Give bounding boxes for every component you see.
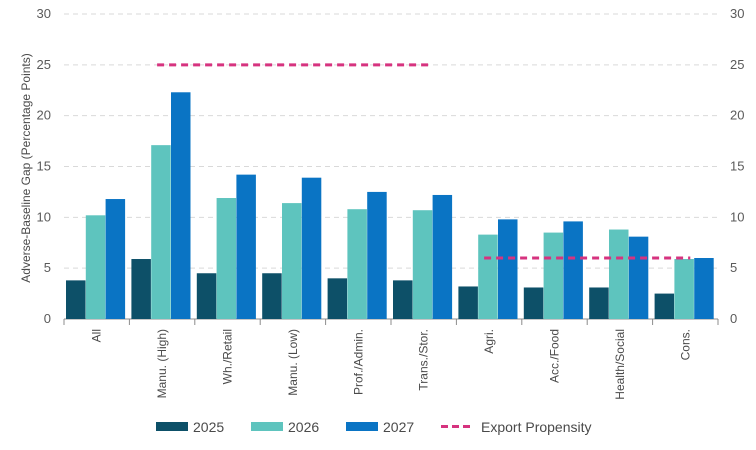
bar-2025-5 (393, 280, 413, 319)
legend: 2025 2026 2027 Export Propensity (156, 419, 592, 435)
legend-label: Export Propensity (481, 419, 592, 435)
bar-2025-1 (131, 259, 151, 319)
y-tick-label-right: 20 (730, 108, 744, 123)
bar-2027-1 (171, 92, 191, 320)
category-label: Agri. (482, 329, 496, 354)
bar-2027-3 (301, 177, 322, 319)
category-labels: All Manu. (High) Wh./Retail Manu. (Low) Prof… (90, 329, 693, 400)
category-label: Health/Social (613, 329, 627, 400)
bar-2025-7 (523, 287, 544, 319)
y-axis-label: Adverse-Baseline Gap (Percentage Points) (19, 53, 33, 282)
y-tick-label-right: 25 (730, 57, 744, 72)
category-label: All (90, 329, 104, 342)
y-tick-label-left: 0 (44, 311, 51, 326)
bar-2025-0 (66, 280, 86, 319)
y-tick-label-left: 20 (37, 108, 51, 123)
bar-2027-9 (694, 258, 714, 319)
bar-2027-2 (236, 174, 256, 319)
y-tick-label-left: 10 (37, 209, 51, 224)
bar-2025-3 (262, 273, 282, 319)
y-tick-label-right: 5 (730, 260, 737, 275)
bar-2026-6 (478, 234, 498, 319)
export-propensity-lines (157, 63, 691, 260)
bar-2026-2 (216, 198, 237, 319)
bar-2026-4 (347, 209, 367, 319)
legend-label: 2026 (288, 419, 319, 435)
y-tick-label-left: 5 (44, 260, 51, 275)
category-label: Cons. (678, 329, 692, 360)
bar-2026-1 (151, 145, 171, 319)
y-tick-label-right: 30 (730, 6, 744, 21)
category-label: Prof./Admin. (351, 329, 365, 395)
bar-2025-8 (589, 287, 609, 319)
bar-2027-8 (628, 236, 649, 319)
bar-2025-2 (196, 273, 217, 319)
category-label: Acc./Food (548, 329, 562, 383)
y-tick-label-right: 10 (730, 209, 744, 224)
y-tick-label-left: 15 (37, 159, 51, 174)
bar-2026-0 (85, 215, 106, 319)
bar-2025-9 (654, 293, 675, 319)
legend-swatch-2025 (156, 422, 188, 431)
category-label: Manu. (High) (155, 329, 169, 398)
legend-label: 2025 (193, 419, 224, 435)
bar-2027-0 (105, 199, 126, 319)
bar-2026-7 (543, 232, 564, 319)
bar-2026-8 (609, 229, 629, 319)
bar-2027-4 (367, 191, 387, 319)
legend-label: 2027 (383, 419, 414, 435)
legend-swatch-2027 (346, 422, 378, 431)
bars (66, 92, 714, 320)
category-label: Trans./Stor. (417, 329, 431, 391)
y-tick-label-left: 25 (37, 57, 51, 72)
bar-2026-9 (674, 259, 694, 319)
bar-2027-5 (432, 194, 453, 319)
bar-2027-6 (498, 219, 518, 319)
category-label: Manu. (Low) (286, 329, 300, 396)
bar-2025-6 (458, 286, 478, 319)
y-tick-label-right: 15 (730, 159, 744, 174)
bar-2026-5 (412, 210, 433, 319)
category-label: Wh./Retail (221, 329, 235, 384)
legend-swatch-2026 (251, 422, 283, 431)
bar-2027-7 (563, 221, 583, 319)
y-tick-label-right: 0 (730, 311, 737, 326)
bar-2025-4 (327, 278, 348, 319)
bar-2026-3 (282, 203, 302, 319)
y-tick-label-left: 30 (37, 6, 51, 21)
